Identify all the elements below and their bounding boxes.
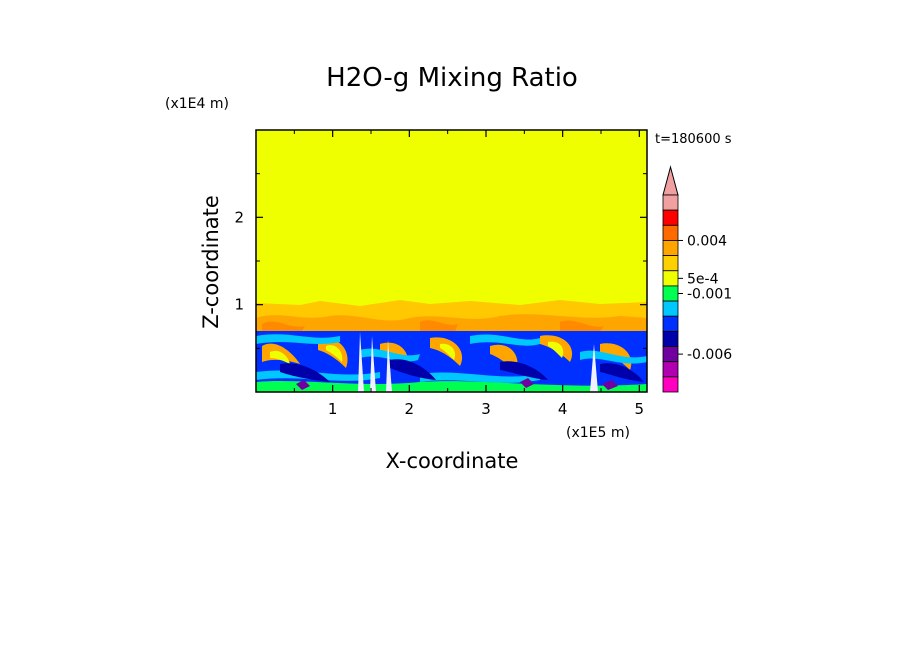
time-label: t=180600 s <box>655 132 732 147</box>
colorbar-bin <box>662 224 679 241</box>
colorbar-tick-label: 0.004 <box>687 233 727 249</box>
colorbar <box>662 165 679 393</box>
y-axis-unit: (x1E4 m) <box>165 96 229 112</box>
x-axis-unit: (x1E5 m) <box>566 425 630 441</box>
colorbar-bin <box>662 330 679 347</box>
x-tick-label: 4 <box>558 400 568 418</box>
x-tick-label: 5 <box>635 400 645 418</box>
colorbar-tick-label: 5e-4 <box>687 271 719 287</box>
x-tick-label: 3 <box>481 400 491 418</box>
colorbar-bin <box>662 194 679 211</box>
colorbar-bin <box>662 209 679 226</box>
y-tick-label: 1 <box>234 296 244 314</box>
x-axis-label: X-coordinate <box>386 449 519 473</box>
transition-orange-patch <box>256 314 647 335</box>
transition-deep-orange-patch <box>262 320 604 334</box>
contour-field <box>256 130 647 392</box>
colorbar-labels: 0.004 5e-4-0.001 -0.006 <box>678 233 732 363</box>
colorbar-bin <box>662 361 679 378</box>
colorbar-bin <box>662 270 679 287</box>
lower-orange-swirls <box>262 335 632 372</box>
colorbar-bin <box>662 376 679 393</box>
y-axis-label: Z-coordinate <box>199 195 223 329</box>
lower-cyan-streaks <box>256 334 647 383</box>
chart-title: H2O-g Mixing Ratio <box>326 63 578 93</box>
lower-dark-blue-patches <box>280 359 644 382</box>
y-axis-ticks: 12 <box>234 173 647 349</box>
colorbar-bin <box>662 255 679 272</box>
x-tick-label: 1 <box>328 400 338 418</box>
colorbar-extend-arrow <box>662 165 679 196</box>
lower-green-streaks <box>256 381 647 392</box>
colorbar-bin <box>662 315 679 332</box>
colorbar-bin <box>662 346 679 363</box>
colorbar-bin <box>662 285 679 302</box>
colorbar-bin <box>662 300 679 317</box>
y-tick-label: 2 <box>234 208 244 226</box>
colorbar-tick-label: -0.006 <box>687 347 732 363</box>
x-tick-label: 2 <box>405 400 415 418</box>
colorbar-tick-label: -0.001 <box>687 287 732 303</box>
colorbar-bin <box>662 240 679 257</box>
x-axis-ticks: 1 2 3 4 5 <box>293 130 645 418</box>
